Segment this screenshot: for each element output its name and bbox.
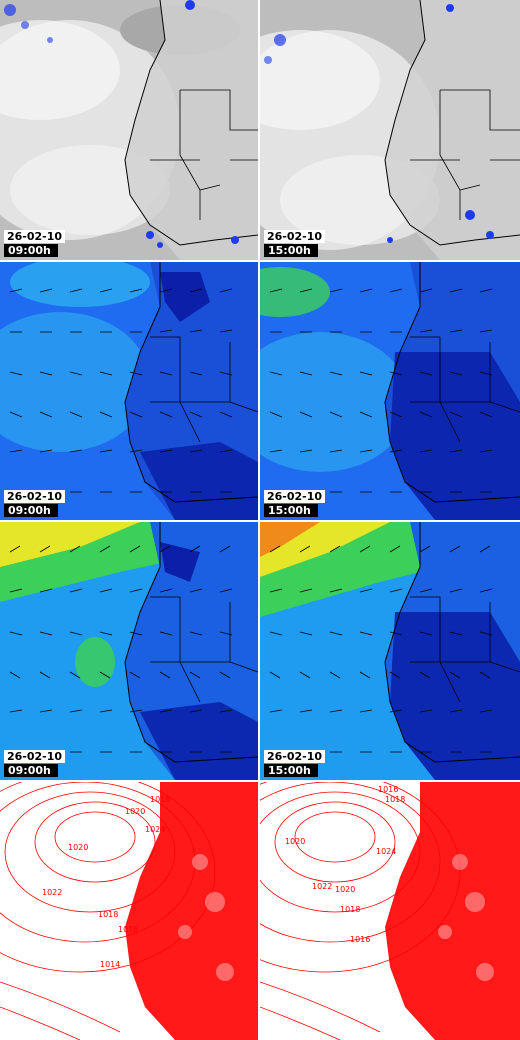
isobar-label: 1022: [312, 882, 332, 891]
timestamp: 26-02-10 15:00h: [264, 490, 326, 517]
wind-panel-low-0900: 26-02-10 09:00h: [0, 262, 258, 520]
isobar-label: 1018: [98, 910, 118, 919]
isobar-label: 1024: [376, 847, 396, 856]
wind-panel-high-1500: 26-02-10 15:00h: [260, 522, 520, 780]
isobar-label: 1020: [285, 837, 305, 846]
satellite-panel-1500: 26-02-10 15:00h: [260, 0, 520, 260]
isobar-map-left: 1018 1020 1024 1020 1022 1018 1016 1014: [0, 782, 258, 1040]
date-label: 26-02-10: [264, 490, 326, 503]
timestamp: 26-02-10 09:00h: [4, 230, 66, 257]
date-label: 26-02-10: [264, 230, 326, 243]
satellite-map-0900: [0, 0, 258, 260]
isobar-label: 1016: [118, 925, 138, 934]
wind-map-low-0900: [0, 262, 258, 520]
date-label: 26-02-10: [4, 230, 66, 243]
date-label: 26-02-10: [264, 750, 326, 763]
isobar-label: 1018: [385, 795, 405, 804]
date-label: 26-02-10: [4, 490, 66, 503]
isobar-panel-right: 1016 1018 1020 1024 1022 1020 1018 1016: [260, 782, 520, 1040]
isobar-label: 1014: [100, 960, 120, 969]
time-label: 09:00h: [4, 504, 58, 517]
wind-panel-high-0900: 26-02-10 09:00h: [0, 522, 258, 780]
timestamp: 26-02-10 15:00h: [264, 230, 326, 257]
isobar-panel-left: 1018 1020 1024 1020 1022 1018 1016 1014: [0, 782, 258, 1040]
isobar-label: 1018: [340, 905, 360, 914]
timestamp: 26-02-10 15:00h: [264, 750, 326, 777]
wind-map-high-0900: [0, 522, 258, 780]
time-label: 15:00h: [264, 244, 318, 257]
timestamp: 26-02-10 09:00h: [4, 490, 66, 517]
wind-panel-low-1500: 26-02-10 15:00h: [260, 262, 520, 520]
isobar-label: 1016: [350, 935, 370, 944]
satellite-panel-0900: 26-02-10 09:00h: [0, 0, 258, 260]
satellite-map-1500: [260, 0, 520, 260]
date-label: 26-02-10: [4, 750, 66, 763]
isobar-label: 1020: [68, 843, 88, 852]
time-label: 15:00h: [264, 504, 318, 517]
isobar-label: 1024: [145, 825, 165, 834]
isobar-label: 1020: [125, 807, 145, 816]
time-label: 09:00h: [4, 764, 58, 777]
time-label: 15:00h: [264, 764, 318, 777]
time-label: 09:00h: [4, 244, 58, 257]
isobar-map-right: 1016 1018 1020 1024 1022 1020 1018 1016: [260, 782, 520, 1040]
wind-map-high-1500: [260, 522, 520, 780]
isobar-label: 1018: [150, 795, 170, 804]
isobar-label: 1016: [378, 785, 398, 794]
isobar-label: 1020: [335, 885, 355, 894]
timestamp: 26-02-10 09:00h: [4, 750, 66, 777]
isobar-label: 1022: [42, 888, 62, 897]
wind-map-low-1500: [260, 262, 520, 520]
